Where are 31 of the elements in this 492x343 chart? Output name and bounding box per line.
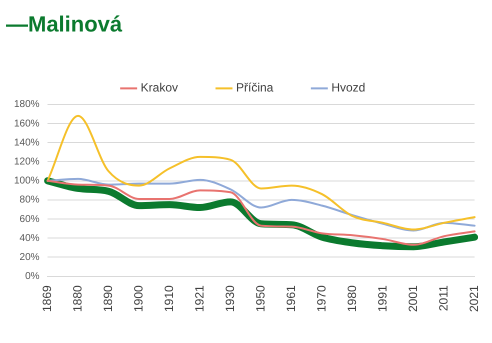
x-tick-label: 2011: [436, 284, 450, 312]
x-tick-label: 1991: [375, 284, 390, 312]
x-tick-label: 1970: [314, 284, 328, 312]
x-tick-label: 1921: [192, 284, 206, 312]
legend-label: Krakov: [140, 80, 178, 95]
legend-label: Příčina: [236, 80, 274, 95]
y-tick-label: 80%: [20, 194, 40, 206]
x-tick-label: 1910: [162, 284, 176, 312]
chart-title: —Malinová: [6, 11, 123, 36]
y-tick-label: 140%: [14, 137, 40, 148]
x-tick-label: 1900: [131, 284, 146, 312]
y-tick-label: 60%: [20, 214, 40, 225]
x-tick-label: 1930: [222, 284, 237, 312]
x-tick-label: 1980: [344, 284, 359, 312]
y-tick-label: 160%: [14, 118, 40, 130]
x-tick-label: 1950: [253, 284, 268, 312]
x-tick-label: 1890: [100, 284, 115, 312]
x-tick-label: 2021: [466, 284, 481, 312]
line-series: [46, 114, 476, 231]
legend-label: Hvozd: [331, 80, 366, 95]
line-series: [46, 178, 476, 232]
y-tick-label: 20%: [20, 252, 40, 263]
x-tick-label: 2001: [406, 284, 420, 312]
y-tick-label: 180%: [14, 99, 40, 110]
y-tick-label: 40%: [20, 232, 40, 244]
y-tick-label: 100%: [14, 176, 40, 187]
y-tick-label: 0%: [25, 271, 40, 282]
x-tick-label: 1961: [284, 284, 298, 312]
x-tick-label: 1880: [70, 284, 84, 312]
y-tick-label: 120%: [14, 156, 40, 168]
x-tick-label: 1869: [40, 284, 54, 312]
